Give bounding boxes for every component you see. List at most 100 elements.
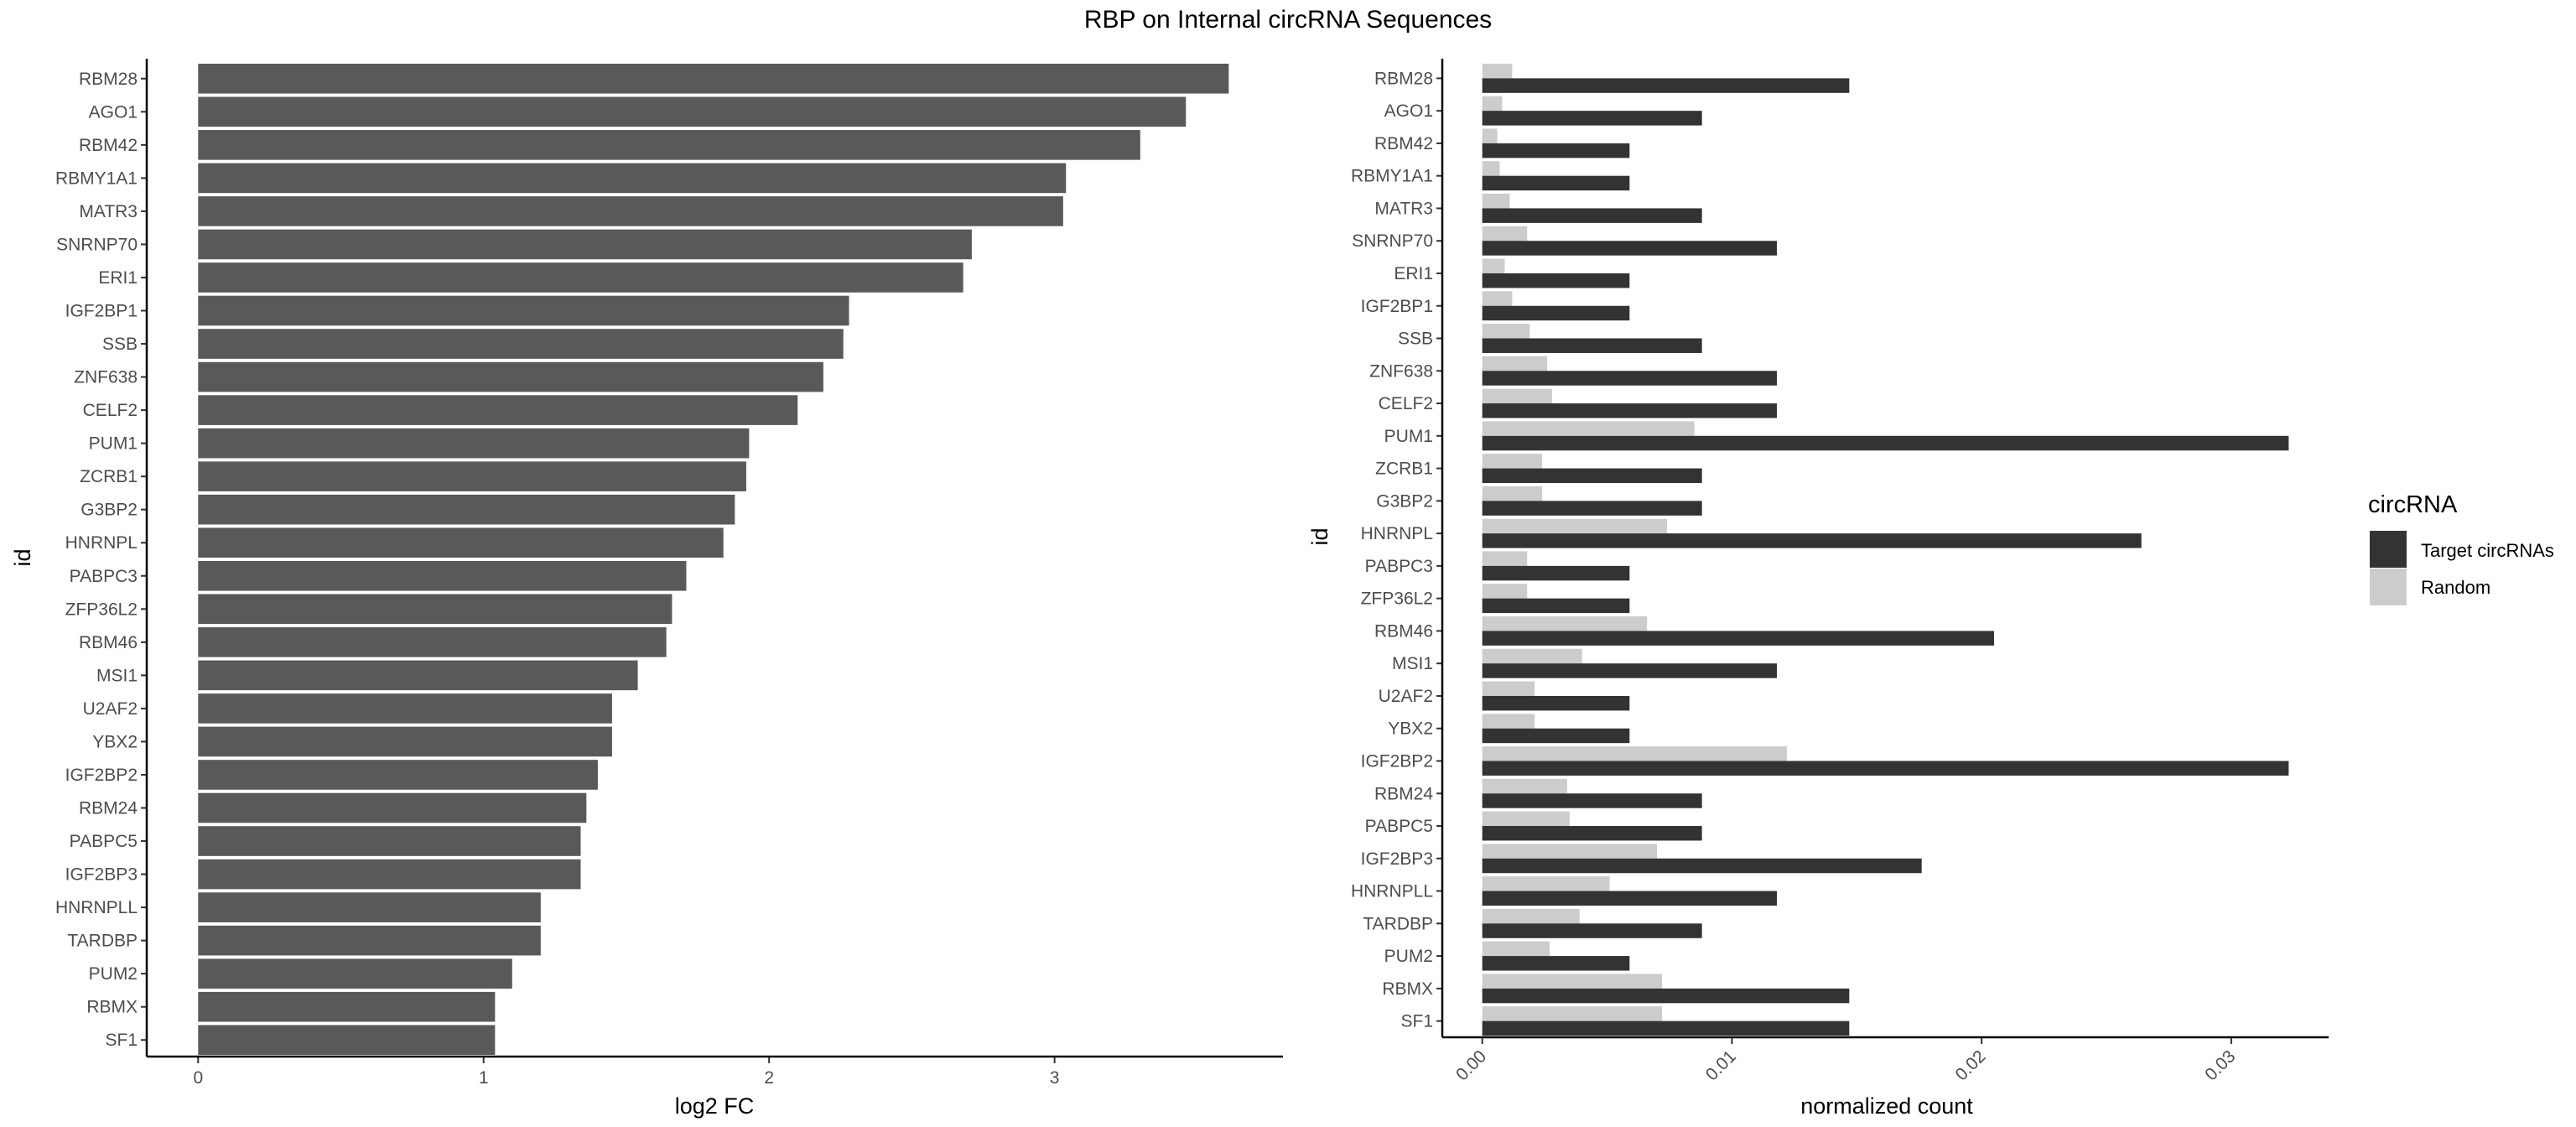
target-bar-igf2bp2 [1482,761,2289,776]
left-bar-rbm42 [198,130,1140,160]
target-bar-zcrb1 [1482,468,1702,484]
left-bar-pabpc3 [198,560,687,591]
target-bar-tardbp [1482,923,1702,938]
left-bar-ybx2 [198,726,612,757]
left-bar-rbm24 [198,792,587,823]
right-y-tick-label-pum1: PUM1 [1384,427,1433,446]
left-x-tick-label: 3 [1050,1068,1060,1088]
target-bar-pum2 [1482,956,1630,971]
left-bar-zcrb1 [198,461,746,491]
left-y-tick-label-rbm42: RBM42 [79,136,138,155]
target-bar-rbm24 [1482,793,1702,808]
right-y-tick-label-rbm24: RBM24 [1374,784,1433,803]
target-bar-pum1 [1482,435,2289,451]
left-bar-rbm28 [198,63,1229,94]
left-bar-pum2 [198,958,512,989]
right-y-tick-label-znf638: ZNF638 [1369,361,1433,381]
target-bar-snrnp70 [1482,241,1777,256]
left-y-tick-label-ybx2: YBX2 [92,732,138,751]
right-y-tick-label-rbm42: RBM42 [1374,134,1433,153]
left-x-axis-title: log2 FC [675,1093,755,1119]
right-y-tick-label-ago1: AGO1 [1384,101,1433,121]
target-bar-matr3 [1482,208,1702,223]
left-y-tick-label-znf638: ZNF638 [74,368,138,387]
chart-title: RBP on Internal circRNA Sequences [1084,6,1492,34]
right-y-tick-label-g3bp2: G3BP2 [1376,491,1433,511]
random-bar-zcrb1 [1482,454,1543,469]
left-x-tick-label: 0 [193,1068,203,1088]
left-bars [198,63,1229,1056]
legend-swatch-random [2370,569,2407,605]
left-x-tick-labels: 0 1 2 3 [193,1057,1059,1088]
right-y-tick-label-igf2bp2: IGF2BP2 [1361,751,1433,771]
legend-swatch-target [2370,531,2407,568]
left-y-tick-label-msi1: MSI1 [96,666,138,685]
left-bar-g3bp2 [198,494,735,525]
random-bar-g3bp2 [1482,486,1543,501]
target-bar-znf638 [1482,371,1777,386]
left-y-axis-title: id [10,548,35,566]
left-bar-sf1 [198,1025,496,1056]
left-y-tick-label-matr3: MATR3 [79,202,138,221]
right-y-tick-label-pabpc5: PABPC5 [1365,817,1433,836]
left-y-tick-label-rbm46: RBM46 [79,633,138,652]
random-bar-ago1 [1482,96,1503,112]
legend-label-random: Random [2421,577,2490,598]
left-y-tick-label-igf2bp3: IGF2BP3 [65,865,138,885]
random-bar-snrnp70 [1482,226,1528,242]
target-bar-u2af2 [1482,695,1630,711]
right-x-tick-label: 0.00 [1452,1046,1490,1084]
left-bar-hnrnpl [198,527,724,558]
random-bar-celf2 [1482,388,1553,404]
left-y-tick-label-snrnp70: SNRNP70 [56,235,138,254]
legend-label-target: Target circRNAs [2421,540,2554,561]
target-bar-rbm42 [1482,143,1630,158]
left-y-tick-label-zcrb1: ZCRB1 [80,467,138,486]
right-x-tick-label: 0.02 [1952,1046,1990,1084]
target-bar-pabpc3 [1482,565,1630,581]
right-y-tick-labels: RBM28 AGO1 RBM42 RBMY1A1 MATR3 SNRNP70 ERI1 IGF… [1351,69,1442,1031]
left-y-tick-label-tardbp: TARDBP [67,932,138,951]
random-bar-pum1 [1482,421,1695,436]
right-y-tick-label-matr3: MATR3 [1374,199,1433,218]
legend: circRNA Target circRNAs Random [2368,491,2554,605]
random-bar-rbm46 [1482,615,1648,631]
right-y-tick-label-rbmx: RBMX [1382,979,1433,999]
random-bar-matr3 [1482,194,1510,209]
random-bar-hnrnpll [1482,876,1610,891]
right-y-tick-label-tardbp: TARDBP [1363,914,1433,933]
target-bar-igf2bp1 [1482,305,1630,321]
right-y-tick-label-snrnp70: SNRNP70 [1352,231,1433,251]
random-bar-zfp36l2 [1482,584,1528,599]
random-bar-rbm24 [1482,778,1567,794]
right-y-tick-label-rbm46: RBM46 [1374,621,1433,641]
right-y-tick-label-ssb: SSB [1398,330,1433,349]
right-y-tick-label-hnrnpl: HNRNPL [1361,524,1433,543]
random-bar-igf2bp2 [1482,746,1787,761]
right-y-tick-label-pabpc3: PABPC3 [1365,557,1433,576]
legend-title: circRNA [2368,491,2458,518]
target-bar-msi1 [1482,663,1777,678]
left-y-tick-label-g3bp2: G3BP2 [80,501,138,520]
target-bar-ybx2 [1482,728,1630,744]
random-bar-rbmx [1482,974,1663,989]
random-bar-pabpc3 [1482,551,1528,566]
random-bar-sf1 [1482,1006,1663,1021]
right-y-tick-label-sf1: SF1 [1400,1012,1433,1031]
random-bar-eri1 [1482,258,1505,273]
random-bar-hnrnpl [1482,518,1667,534]
right-y-tick-label-celf2: CELF2 [1379,394,1433,413]
left-bar-igf2bp3 [198,859,581,890]
left-y-tick-label-u2af2: U2AF2 [83,699,138,719]
target-bar-rbm28 [1482,78,1850,93]
random-bar-pum2 [1482,941,1550,957]
target-bar-ssb [1482,338,1702,353]
right-y-tick-label-zfp36l2: ZFP36L2 [1361,589,1433,609]
target-bar-rbm46 [1482,631,1995,646]
random-bar-znf638 [1482,356,1548,371]
left-y-tick-label-igf2bp1: IGF2BP1 [65,302,138,321]
right-y-tick-label-u2af2: U2AF2 [1379,687,1433,706]
left-bar-u2af2 [198,693,612,724]
random-bar-rbmy1a1 [1482,161,1500,176]
